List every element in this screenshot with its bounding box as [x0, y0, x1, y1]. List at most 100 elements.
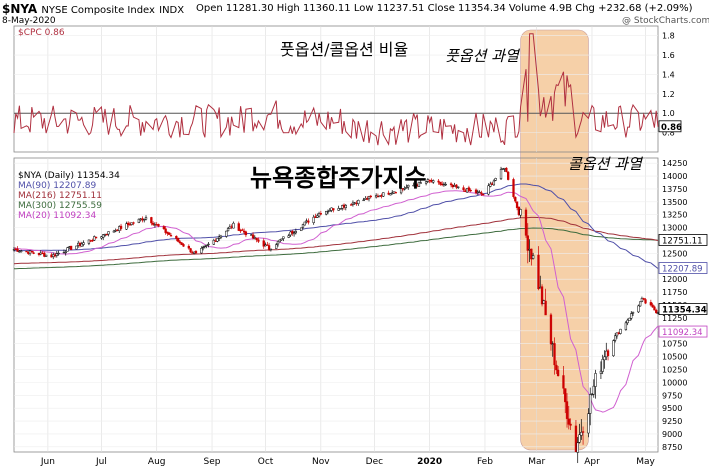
candle-body: [168, 232, 171, 235]
ma300-legend: MA(300) 12755.59: [18, 201, 102, 211]
candle-body: [102, 234, 105, 238]
candle-body: [125, 223, 128, 230]
candle-body: [367, 196, 371, 200]
x-tick-label: Jul: [95, 457, 107, 467]
symbol: $NYA: [2, 2, 38, 16]
candle-body: [626, 319, 629, 324]
candle-body: [419, 182, 422, 184]
candle-body: [30, 250, 33, 253]
value-label-close: 11354.34: [662, 306, 707, 316]
cpc-tick-label: 1.8: [662, 32, 675, 41]
candle-body: [269, 248, 273, 251]
candle-body: [506, 171, 510, 180]
price-tick-label: 14250: [662, 159, 687, 168]
candle-body: [237, 223, 240, 231]
candle-body: [417, 181, 421, 187]
x-tick-label: Oct: [258, 457, 274, 467]
candle-body: [526, 235, 529, 251]
candle-body: [16, 248, 19, 252]
candle-body: [317, 213, 321, 217]
candle-body: [615, 332, 619, 337]
candle-body: [630, 313, 633, 319]
candle-body: [100, 236, 103, 239]
candle-body: [501, 168, 504, 170]
candle-body: [307, 220, 310, 223]
candle-body: [353, 202, 356, 204]
candle-body: [314, 216, 317, 218]
candle-body: [503, 167, 506, 170]
candle-body: [87, 239, 91, 244]
candle-body: [118, 226, 121, 231]
candle-body: [440, 183, 444, 186]
candle-body: [112, 230, 116, 233]
candle-body: [230, 226, 233, 228]
candle-body: [289, 231, 292, 236]
candle-body: [544, 300, 547, 316]
candle-body: [103, 234, 107, 236]
candle-body: [264, 244, 267, 247]
value-label-ma216-box: [658, 234, 708, 246]
x-tick-label: Aug: [148, 457, 166, 467]
candle-body: [80, 243, 83, 247]
candle-body: [528, 249, 531, 251]
candle-body: [437, 180, 440, 183]
candle-body: [182, 244, 185, 247]
price-tick-label: 13000: [662, 224, 687, 233]
exchange: INDX: [159, 5, 185, 16]
candle-body: [244, 231, 248, 236]
candle-body: [505, 167, 508, 173]
candle-body: [444, 183, 447, 186]
candle-body: [350, 204, 353, 206]
candle-body: [549, 314, 553, 345]
candle-body: [162, 226, 166, 229]
candle-body: [300, 227, 303, 232]
candle-body: [151, 223, 155, 225]
cpc-panel-frame: [13, 25, 659, 153]
price-tick-label: 8750: [662, 443, 682, 452]
candle-body: [128, 224, 132, 226]
candle-body: [116, 229, 119, 231]
candle-body: [150, 217, 153, 224]
candle-body: [612, 340, 615, 357]
candle-body: [332, 208, 335, 211]
candle-body: [189, 248, 192, 253]
candle-body: [556, 369, 560, 377]
candle-body: [155, 224, 158, 226]
candle-body: [639, 301, 642, 307]
x-tick-label: Apr: [584, 457, 600, 467]
candle-body: [178, 241, 182, 244]
candle-body: [567, 418, 570, 425]
candle-body: [364, 198, 367, 200]
candle-body: [294, 231, 298, 234]
candle-body: [515, 201, 519, 208]
candle-body: [328, 210, 331, 212]
candle-body: [291, 231, 294, 234]
candle-body: [176, 237, 180, 242]
candle-body: [219, 235, 223, 238]
price-tick-label: 13500: [662, 198, 687, 207]
candle-body: [389, 193, 392, 196]
candle-body: [212, 239, 215, 245]
candle-body: [344, 205, 347, 209]
candle-body: [337, 208, 340, 211]
value-label-ma90-box: [658, 262, 708, 274]
candle-body: [439, 181, 442, 185]
candle-body: [492, 180, 496, 186]
candle-body: [614, 335, 617, 341]
ma300-line: [13, 227, 659, 270]
candle-body: [18, 251, 21, 253]
candle-body: [193, 251, 196, 254]
candle-body: [169, 235, 173, 237]
candle-body: [200, 248, 203, 254]
candle-body: [225, 230, 228, 237]
candle-body: [376, 195, 380, 198]
highlight-box: [520, 29, 589, 451]
candle-body: [62, 251, 66, 254]
candle-body: [565, 401, 569, 419]
candle-body: [305, 220, 308, 222]
candle-body: [75, 245, 78, 250]
candle-body: [53, 254, 57, 257]
candle-body: [132, 222, 135, 224]
main-annotation: 뉴욕종합주가지수: [250, 163, 427, 192]
candle-body: [569, 423, 572, 426]
